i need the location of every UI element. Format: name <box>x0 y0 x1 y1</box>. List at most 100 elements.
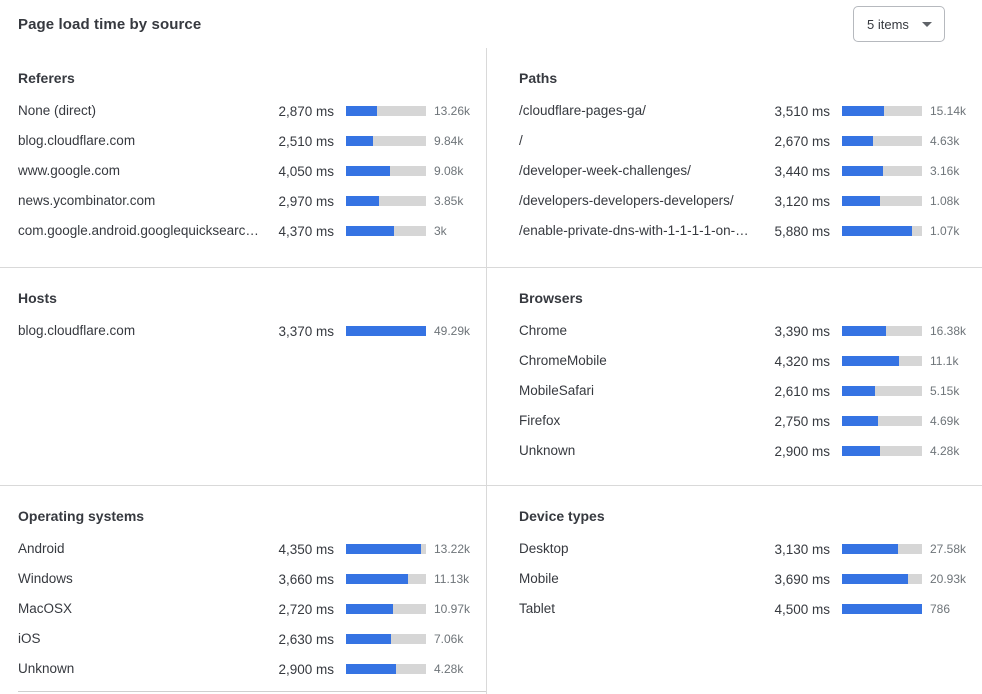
row-load-time: 2,900 ms <box>774 443 830 459</box>
row-bar-fill <box>346 106 378 116</box>
row-bar-fill <box>842 446 880 456</box>
row-count: 49.29k <box>434 324 471 338</box>
row-bar <box>842 416 922 426</box>
row-count: 9.08k <box>434 164 464 178</box>
row-label: blog.cloudflare.com <box>18 133 136 148</box>
panel-title: Device types <box>519 508 605 524</box>
row-count: 11.13k <box>434 572 470 586</box>
row-bar <box>842 326 922 336</box>
row-load-time: 2,610 ms <box>774 383 830 399</box>
row-label: news.ycombinator.com <box>18 193 156 208</box>
row-bar <box>842 136 922 146</box>
metric-row[interactable]: Desktop 3,130 ms 27.58k <box>519 534 974 564</box>
panel-title: Operating systems <box>18 508 145 524</box>
panel-title: Paths <box>519 70 558 86</box>
row-bar <box>346 166 426 176</box>
panels-grid: Referers None (direct) 2,870 ms 13.26k b… <box>0 48 982 694</box>
metric-row[interactable]: news.ycombinator.com 2,970 ms 3.85k <box>18 186 478 216</box>
metric-row[interactable]: iOS 2,630 ms 7.06k <box>18 624 478 654</box>
metric-row[interactable]: Windows 3,660 ms 11.13k <box>18 564 478 594</box>
metric-row[interactable]: /developers-developers-developers/ 3,120… <box>519 186 974 216</box>
row-bar-fill <box>346 196 379 206</box>
row-label: /developer-week-challenges/ <box>519 163 691 178</box>
panel-title: Browsers <box>519 290 583 306</box>
items-count-dropdown[interactable]: 5 items <box>853 6 945 42</box>
row-bar-fill <box>842 136 874 146</box>
metric-row[interactable]: MacOSX 2,720 ms 10.97k <box>18 594 478 624</box>
chevron-down-icon <box>922 22 932 27</box>
row-load-time: 4,050 ms <box>278 163 334 179</box>
row-load-time: 2,750 ms <box>774 413 830 429</box>
row-count: 7.06k <box>434 632 464 646</box>
panel-rows: blog.cloudflare.com 3,370 ms 49.29k <box>18 316 478 346</box>
metric-row[interactable]: Firefox 2,750 ms 4.69k <box>519 406 974 436</box>
metric-row[interactable]: Tablet 4,500 ms 786 <box>519 594 974 624</box>
row-load-time: 3,510 ms <box>774 103 830 119</box>
metric-row[interactable]: / 2,670 ms 4.63k <box>519 126 974 156</box>
metric-panel-paths: Paths /cloudflare-pages-ga/ 3,510 ms 15.… <box>486 48 982 267</box>
row-label: Firefox <box>519 413 561 428</box>
items-count-value: 5 items <box>867 16 909 32</box>
row-load-time: 3,390 ms <box>774 323 830 339</box>
row-bar <box>346 664 426 674</box>
row-label: www.google.com <box>18 163 121 178</box>
row-count: 1.08k <box>930 194 960 208</box>
metric-row[interactable]: blog.cloudflare.com 3,370 ms 49.29k <box>18 316 478 346</box>
row-label: Unknown <box>18 661 75 676</box>
row-count: 11.1k <box>930 354 959 368</box>
row-count: 15.14k <box>930 104 967 118</box>
row-label: iOS <box>18 631 41 646</box>
row-bar-fill <box>842 386 875 396</box>
metric-row[interactable]: blog.cloudflare.com 2,510 ms 9.84k <box>18 126 478 156</box>
row-bar <box>842 386 922 396</box>
row-label: Android <box>18 541 65 556</box>
row-label: com.google.android.googlequicksearc… <box>18 223 259 238</box>
panel-rows: Desktop 3,130 ms 27.58k Mobile 3,690 ms … <box>519 534 974 624</box>
metric-row[interactable]: None (direct) 2,870 ms 13.26k <box>18 96 478 126</box>
row-count: 27.58k <box>930 542 967 556</box>
row-bar <box>346 196 426 206</box>
metric-row[interactable]: com.google.android.googlequicksearc… 4,3… <box>18 216 478 246</box>
metric-row[interactable]: ChromeMobile 4,320 ms 11.1k <box>519 346 974 376</box>
row-bar-fill <box>842 416 878 426</box>
row-count: 13.26k <box>434 104 471 118</box>
row-label: ChromeMobile <box>519 353 607 368</box>
metric-row[interactable]: Chrome 3,390 ms 16.38k <box>519 316 974 346</box>
metric-row[interactable]: Unknown 2,900 ms 4.28k <box>519 436 974 466</box>
row-bar <box>842 226 922 236</box>
row-bar-fill <box>842 226 913 236</box>
row-load-time: 3,660 ms <box>278 571 334 587</box>
row-count: 3k <box>434 224 447 238</box>
row-bar-fill <box>346 634 391 644</box>
metric-row[interactable]: www.google.com 4,050 ms 9.08k <box>18 156 478 186</box>
row-load-time: 3,370 ms <box>278 323 334 339</box>
row-load-time: 4,500 ms <box>774 601 830 617</box>
row-bar <box>842 106 922 116</box>
row-count: 9.84k <box>434 134 464 148</box>
row-bar-fill <box>842 604 922 614</box>
row-bar-fill <box>346 136 374 146</box>
row-bar <box>346 574 426 584</box>
row-bar <box>842 604 922 614</box>
metric-row[interactable]: /enable-private-dns-with-1-1-1-1-on-… 5,… <box>519 216 974 246</box>
metric-row[interactable]: /developer-week-challenges/ 3,440 ms 3.1… <box>519 156 974 186</box>
row-label: Mobile <box>519 571 559 586</box>
row-bar <box>346 604 426 614</box>
row-bar <box>842 196 922 206</box>
bottom-divider <box>18 691 486 692</box>
row-count: 4.63k <box>930 134 960 148</box>
panel-title: Hosts <box>18 290 57 306</box>
row-bar-fill <box>842 326 886 336</box>
row-load-time: 3,130 ms <box>774 541 830 557</box>
metric-row[interactable]: MobileSafari 2,610 ms 5.15k <box>519 376 974 406</box>
row-bar <box>346 634 426 644</box>
metric-row[interactable]: Unknown 2,900 ms 4.28k <box>18 654 478 684</box>
row-load-time: 2,900 ms <box>278 661 334 677</box>
row-bar <box>346 106 426 116</box>
metric-row[interactable]: Android 4,350 ms 13.22k <box>18 534 478 564</box>
metric-row[interactable]: /cloudflare-pages-ga/ 3,510 ms 15.14k <box>519 96 974 126</box>
metric-row[interactable]: Mobile 3,690 ms 20.93k <box>519 564 974 594</box>
row-count: 20.93k <box>930 572 967 586</box>
row-bar-fill <box>842 166 883 176</box>
row-load-time: 3,120 ms <box>774 193 830 209</box>
